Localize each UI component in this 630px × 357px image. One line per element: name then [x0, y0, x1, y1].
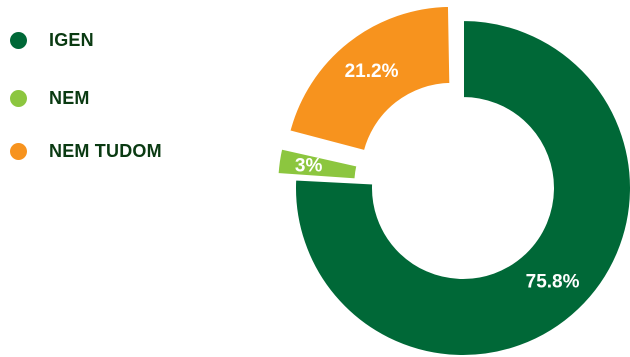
slice-label-nem-tudom: 21.2%: [345, 61, 399, 82]
legend-swatch-nem: [10, 90, 27, 107]
slice-nem-tudom: [288, 4, 452, 153]
legend-swatch-nem-tudom: [10, 143, 27, 160]
legend-swatch-igen: [10, 32, 27, 49]
slice-label-nem: 3%: [295, 156, 323, 177]
slice-igen: [294, 18, 630, 357]
legend-item-nem-tudom: NEM TUDOM: [10, 141, 162, 162]
donut-slice-labels: 75.8% 3% 21.2%: [295, 61, 580, 293]
legend-item-nem: NEM: [10, 88, 90, 109]
slice-label-igen: 75.8%: [526, 272, 580, 293]
legend-label-igen: IGEN: [49, 30, 94, 50]
legend-label-nem-tudom: NEM TUDOM: [49, 141, 162, 161]
legend-label-nem: NEM: [49, 88, 90, 108]
legend-item-igen: IGEN: [10, 30, 94, 51]
donut-slices: [276, 4, 630, 357]
slice-nem: [276, 147, 359, 181]
